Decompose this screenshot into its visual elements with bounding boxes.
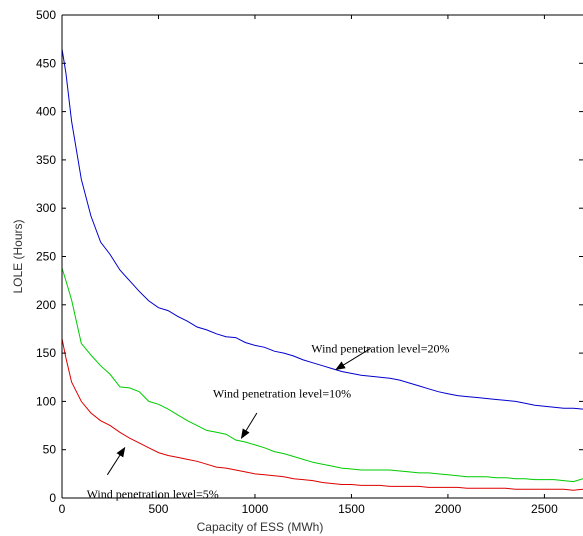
x-tick-label-2000: 2000 <box>435 502 462 516</box>
y-tick-label-300: 300 <box>36 201 56 215</box>
annotation-arrow-3 <box>106 446 126 476</box>
y-tick-label-450: 450 <box>36 56 56 70</box>
plot-area <box>62 15 583 498</box>
y-tick-label-250: 250 <box>36 250 56 264</box>
y-tick-label-400: 400 <box>36 105 56 119</box>
x-tick-label-2500: 2500 <box>531 502 558 516</box>
x-tick-label-1500: 1500 <box>338 502 365 516</box>
annotation-arrow-1 <box>335 347 372 371</box>
y-tick-label-350: 350 <box>36 153 56 167</box>
y-tick-label-150: 150 <box>36 346 56 360</box>
x-tick-label-0: 0 <box>59 502 66 516</box>
y-tick-label-0: 0 <box>49 491 56 505</box>
y-tick-label-500: 500 <box>36 8 56 22</box>
y-tick-label-200: 200 <box>36 298 56 312</box>
y-axis-label: LOLE (Hours) <box>11 219 25 293</box>
series-line-1 <box>62 48 583 410</box>
annotation-text-2: Wind penetration level=10% <box>213 387 351 401</box>
y-tick-label-50: 50 <box>43 443 57 457</box>
series-group <box>62 48 583 491</box>
plot-background <box>62 15 583 498</box>
annotation-text-3: Wind penetration level=5% <box>87 487 219 501</box>
x-tick-label-1000: 1000 <box>242 502 269 516</box>
x-axis-label: Capacity of ESS (MWh) <box>197 520 324 534</box>
axes: 0 50 100 150 200 250 300 350 400 450 500 0 500 1000 15… <box>11 8 583 534</box>
series-line-3 <box>62 338 583 491</box>
annotation-text-1: Wind penetration level=20% <box>311 341 449 355</box>
series-line-2 <box>62 267 583 483</box>
annotations: Wind penetration level=20% Wind penetrati… <box>87 341 450 501</box>
annotation-arrow-2 <box>240 412 258 439</box>
y-tick-label-100: 100 <box>36 394 56 408</box>
x-tick-label-500: 500 <box>148 502 168 516</box>
